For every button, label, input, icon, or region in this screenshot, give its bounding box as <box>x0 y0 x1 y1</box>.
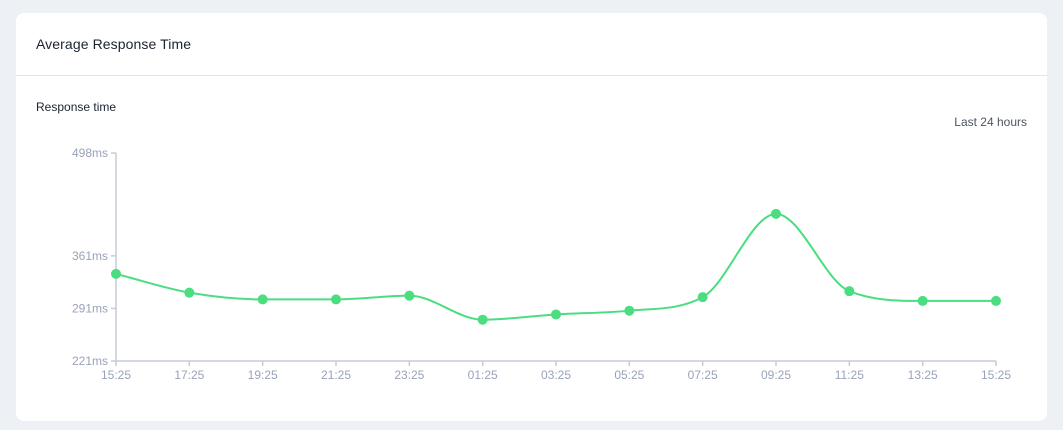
x-tick-label: 15:25 <box>101 368 131 382</box>
response-time-line <box>115 212 997 321</box>
data-point[interactable] <box>551 309 561 320</box>
data-point[interactable] <box>991 295 1001 306</box>
x-tick-label: 07:25 <box>688 368 718 382</box>
data-point[interactable] <box>844 286 855 297</box>
card-header: Average Response Time <box>16 13 1047 76</box>
data-point[interactable] <box>624 305 635 316</box>
x-tick-label: 05:25 <box>614 368 644 382</box>
y-tick-label: 291ms <box>72 301 108 315</box>
y-tick-label: 361ms <box>72 249 108 263</box>
data-point[interactable] <box>257 294 268 305</box>
data-point[interactable] <box>184 287 195 298</box>
data-point[interactable] <box>404 290 415 301</box>
time-range-label: Last 24 hours <box>954 115 1027 129</box>
x-tick-label: 11:25 <box>835 368 864 382</box>
data-point[interactable] <box>917 295 928 306</box>
x-tick-label: 03:25 <box>541 368 571 382</box>
card-title: Average Response Time <box>36 36 192 52</box>
x-tick-label: 15:25 <box>981 368 1011 382</box>
data-point[interactable] <box>331 294 341 305</box>
y-tick-label: 498ms <box>72 146 108 160</box>
y-axis: 221ms 291ms 361ms 498ms <box>72 146 117 368</box>
x-tick-label: 19:25 <box>248 368 278 382</box>
data-point[interactable] <box>477 314 488 325</box>
data-point[interactable] <box>111 268 121 279</box>
x-tick-label: 09:25 <box>761 368 791 382</box>
data-points <box>111 208 1001 325</box>
x-axis: 15:25 17:25 19:25 21:25 23:25 01:25 03:25 05:25… <box>101 360 1011 382</box>
data-point[interactable] <box>697 292 708 303</box>
x-tick-label: 13:25 <box>908 368 938 382</box>
chart-subtitle: Response time <box>36 100 117 114</box>
x-tick-label: 21:25 <box>321 368 351 382</box>
x-tick-label: 23:25 <box>394 368 424 382</box>
response-time-card: Average Response Time Response time Last… <box>16 13 1047 421</box>
x-tick-label: 17:25 <box>174 368 204 382</box>
data-point[interactable] <box>771 208 781 219</box>
x-tick-label: 01:25 <box>468 368 498 382</box>
y-tick-label: 221ms <box>72 354 108 368</box>
